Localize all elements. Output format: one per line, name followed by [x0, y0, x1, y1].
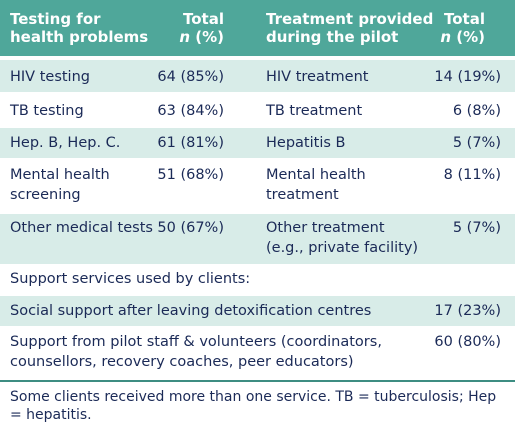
support-heading: Support services used by clients: [10, 271, 251, 287]
treatment-name: Other treatment (e.g., private facility) [266, 218, 418, 258]
header-test-total-pct: (%) [190, 28, 224, 46]
header-treatment-line2: during the pilot [266, 28, 399, 46]
support-total: 60 (80%) [434, 334, 501, 350]
support-name-line2: counsellors, recovery coaches, peer educ… [10, 354, 354, 370]
table-row: HIV testing 64 (85%) HIV treatment 14 (1… [0, 60, 515, 92]
header-treatment: Treatment provided during the pilot [266, 10, 433, 46]
header-testing: Testing for health problems [10, 10, 148, 46]
test-name: Hep. B, Hep. C. [10, 135, 121, 151]
treatment-name-line2: (e.g., private facility) [266, 240, 419, 256]
table-row: Hep. B, Hep. C. 61 (81%) Hepatitis B 5 (… [0, 128, 515, 158]
header-treatment-line1: Treatment provided [266, 10, 434, 28]
treatment-total: 5 (7%) [452, 135, 501, 151]
treatment-name: Mental health treatment [266, 165, 366, 205]
test-total: 50 (67%) [157, 220, 224, 236]
header-treat-total-line2: n (%) [420, 28, 485, 46]
table-footnote: Some clients received more than one serv… [10, 389, 497, 423]
test-total: 61 (81%) [157, 135, 224, 151]
support-name-line1: Support from pilot staff & volunteers (c… [10, 334, 382, 350]
header-test-total-n: n [179, 28, 191, 46]
test-name: TB testing [10, 103, 84, 119]
test-name: Mental health screening [10, 165, 110, 205]
treatment-total: 6 (8%) [452, 103, 501, 119]
treatment-name: TB treatment [266, 103, 363, 119]
treatment-total: 5 (7%) [452, 220, 501, 236]
support-row: Social support after leaving detoxificat… [0, 296, 515, 326]
support-heading-row: Support services used by clients: [0, 266, 515, 294]
test-total: 51 (68%) [157, 167, 224, 183]
header-test-total: Total n (%) [160, 10, 224, 46]
header-test-total-line2: n (%) [160, 28, 224, 46]
table-row: Other medical tests 50 (67%) Other treat… [0, 214, 515, 264]
treatment-total: 14 (19%) [434, 69, 501, 85]
header-test-total-line1: Total [183, 10, 224, 28]
support-total: 17 (23%) [434, 303, 501, 319]
support-name: Support from pilot staff & volunteers (c… [10, 332, 382, 372]
table-row: TB testing 63 (84%) TB treatment 6 (8%) [0, 94, 515, 126]
test-name-line2: screening [10, 187, 81, 203]
treatment-name-line2: treatment [266, 187, 339, 203]
header-treat-total-line1: Total [444, 10, 485, 28]
header-testing-line2: health problems [10, 28, 149, 46]
table-bottom-rule [0, 380, 515, 382]
treatment-name: Hepatitis B [266, 135, 346, 151]
treatment-name-line1: Other treatment [266, 220, 385, 236]
treatment-name: HIV treatment [266, 69, 369, 85]
treatment-total: 8 (11%) [443, 167, 501, 183]
support-name: Social support after leaving detoxificat… [10, 303, 372, 319]
header-treat-total-n: n [440, 28, 452, 46]
test-name-line1: Mental health [10, 167, 110, 183]
test-name: Other medical tests [10, 220, 153, 236]
support-row: Support from pilot staff & volunteers (c… [0, 328, 515, 378]
test-name: HIV testing [10, 69, 90, 85]
header-treat-total-pct: (%) [451, 28, 485, 46]
test-total: 63 (84%) [157, 103, 224, 119]
header-treat-total: Total n (%) [420, 10, 485, 46]
table-header: Testing for health problems Total n (%) … [0, 0, 515, 56]
header-testing-line1: Testing for [10, 10, 101, 28]
test-total: 64 (85%) [157, 69, 224, 85]
table-row: Mental health screening 51 (68%) Mental … [0, 160, 515, 212]
treatment-name-line1: Mental health [266, 167, 366, 183]
